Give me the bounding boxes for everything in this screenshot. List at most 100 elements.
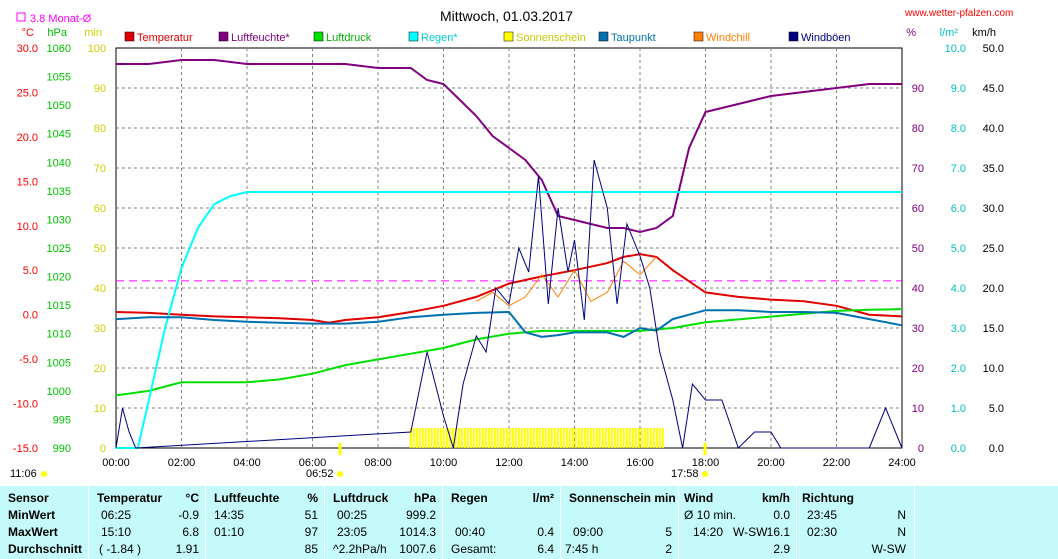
tick-label-left: 1020 [47,272,71,284]
tick-label-right: 25.0 [983,243,1004,255]
series-luftdruck [115,308,903,397]
stats-wind-max-time: 14:20 [693,525,724,539]
tick-label-left: 1055 [47,72,71,84]
stats-col-rain: Regen l/m² 00:40 0.4 Gesamt: 6.4 [443,486,560,559]
tick-label-right: 40.0 [983,123,1004,135]
stats-temp-max-time: 15:10 [101,525,132,539]
tick-label-left: -15.0 [13,443,38,455]
stats-hum-max-value: 97 [304,525,318,539]
stats-temp-header: Temperatur [97,491,163,505]
stats-col-wind: Wind km/h Ø 10 min. 0.0 14:20 W-SW 16.1 2.9 [679,486,796,559]
tick-label-right: 15.0 [983,323,1004,335]
stats-press-min-time: 00:25 [337,508,368,522]
stats-press-avg-value: 1007.6 [399,542,436,556]
stats-wind-unit: km/h [761,491,790,505]
legend-swatch [313,31,324,42]
stats-rain-header: Regen [451,491,488,505]
stats-wind-avg10-value: 0.0 [773,508,790,522]
weather-chart: 30.0 25.0 20.0 15.0 10.0 5.0 0.0 -5.0 -10.0 -15.0… [10,8,1013,480]
tick-label-x: 20:00 [757,457,785,469]
tick-label-right: 0.0 [989,443,1004,455]
legend-swatch [693,31,704,42]
stats-sun-max-value: 5 [665,525,672,539]
stats-hum-avg-value: 85 [304,542,318,556]
legend-label: Regen* [421,32,458,44]
tick-label-left: 90 [94,83,106,95]
stats-press-trend: ^2.2hPa/h [333,542,387,556]
tick-label-left: 5.0 [23,265,38,277]
stats-dir-header: Richtung [802,491,854,505]
stats-temp-min-value: -0.9 [178,508,199,522]
axis-unit-left: hPa [47,27,67,39]
stats-col-direction: Richtung 23:45 N 02:30 N W-SW [797,486,914,559]
axis-unit-left: °C [22,27,34,39]
tick-label-left: 995 [53,414,71,426]
tick-label-left: 1025 [47,243,71,255]
tick-label-left: 1045 [47,129,71,141]
stats-press-max-time: 23:05 [337,525,368,539]
stats-press-unit: hPa [413,491,436,505]
tick-label-x: 02:00 [168,457,196,469]
tick-label-right: 40 [912,283,924,295]
tick-label-x: 12:00 [495,457,523,469]
legend-label: Windchill [706,32,750,44]
monthly-average-icon [16,12,26,22]
tick-label-right: 10 [912,403,924,415]
stats-rain-max-value: 0.4 [537,525,554,539]
tick-label-x: 16:00 [626,457,654,469]
tick-label-left: -5.0 [19,354,38,366]
tick-label-right: 90 [912,83,924,95]
legend-label: Taupunkt [611,32,656,44]
legend-label: Luftdruck [326,32,372,44]
stats-dir-avg-value: W-SW [871,542,906,556]
tick-label-left: 30.0 [17,43,38,55]
tick-label-left: 80 [94,123,106,135]
stats-rain-max-time: 00:40 [455,525,486,539]
tick-label-left: 0 [100,443,106,455]
stats-wind-max-direction: W-SW [733,525,768,539]
stats-rain-total-label: Gesamt: [451,542,497,556]
legend-swatch [788,31,799,42]
legend-label: Windböen [801,32,851,44]
stats-wind-avg10-label: Ø 10 min. [684,508,737,522]
tick-label-right: 50.0 [983,43,1004,55]
stats-sun-hours: 7:45 h [565,542,599,556]
stats-wind-max-value: 16.1 [766,525,790,539]
sun-icon [337,471,343,477]
tick-label-left: 1035 [47,186,71,198]
legend-label: Temperatur [137,32,193,44]
tick-label-left: 1005 [47,357,71,369]
stats-sun-header: Sonnenschein min [569,491,676,505]
tick-label-right: 9.0 [951,83,966,95]
stats-dir-min-time: 23:45 [807,508,838,522]
legend-swatch [124,31,135,42]
stats-wind-avg-value: 2.9 [773,542,790,556]
tick-label-left: 0.0 [23,310,38,322]
stats-press-max-value: 1014.3 [399,525,436,539]
stats-sun-max-time: 09:00 [573,525,604,539]
stats-wind-header: Wind [684,491,714,505]
stats-temp-unit: °C [185,491,199,505]
legend-swatch [503,31,514,42]
tick-label-right: 70 [912,163,924,175]
statistics-table: Sensor MinWert MaxWert Durchschnitt Temp… [0,486,1058,559]
tick-label-right: 10.0 [983,363,1004,375]
tick-label-right: 6.0 [951,203,966,215]
tick-label-left: 20 [94,363,106,375]
tick-label-left: 1010 [47,329,71,341]
tick-label-left: 1060 [47,43,71,55]
moon-icon [41,471,47,477]
moonrise-label: 11:06 [10,468,37,480]
tick-label-left: 990 [53,443,71,455]
sunrise-label: 06:52 [306,468,334,480]
axis-unit-right: % [906,27,916,39]
tick-label-left: 1050 [47,100,71,112]
tick-label-x: 04:00 [233,457,261,469]
monthly-average-label: 3.8 Monat-Ø [30,13,92,25]
site-url: www.wetter-pfalzen.com [904,8,1013,19]
tick-label-x: 00:00 [102,457,130,469]
tick-label-right: 3.0 [951,323,966,335]
axis-unit-right: km/h [972,27,996,39]
tick-label-right: 30 [912,323,924,335]
stats-avg-label: Durchschnitt [8,542,83,556]
